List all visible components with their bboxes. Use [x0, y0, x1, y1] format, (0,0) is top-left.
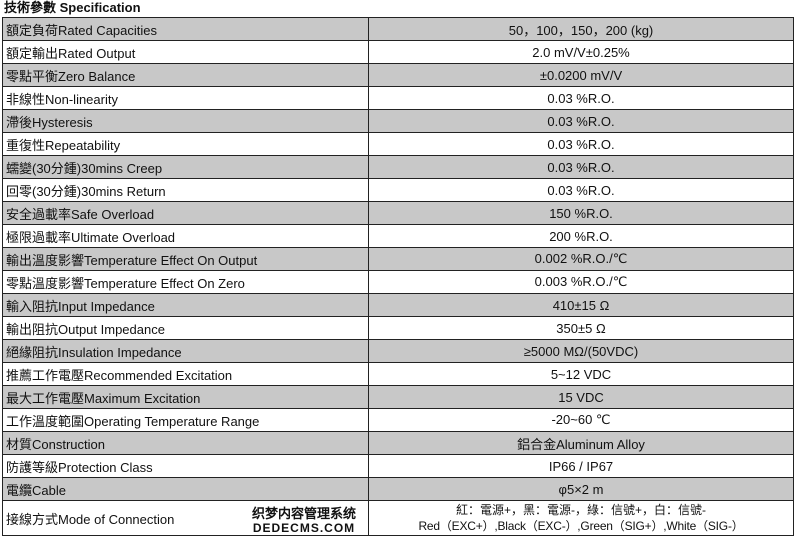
table-row-connection: 接線方式Mode of Connection 紅：電源+，黑：電源-，綠：信號+… [2, 500, 794, 536]
spec-label: 滯後Hysteresis [2, 109, 369, 133]
table-row: 重復性Repeatability 0.03 %R.O. [2, 132, 794, 156]
spec-value: 150 %R.O. [368, 201, 794, 225]
spec-label: 額定負荷Rated Capacities [2, 17, 369, 41]
spec-value: 15 VDC [368, 385, 794, 409]
spec-value: 50，100，150，200 (kg) [368, 17, 794, 41]
spec-value: φ5×2 m [368, 477, 794, 501]
spec-label: 輸出溫度影響Temperature Effect On Output [2, 247, 369, 271]
table-row: 零點溫度影響Temperature Effect On Zero 0.003 %R… [2, 270, 794, 294]
spec-label: 防護等級Protection Class [2, 454, 369, 478]
table-row: 工作溫度範圍Operating Temperature Range -20~60 … [2, 408, 794, 432]
connection-chinese: 紅：電源+，黑：電源-，綠：信號+，白：信號- [455, 503, 706, 517]
spec-label: 回零(30分鍾)30mins Return [2, 178, 369, 202]
table-row: 額定負荷Rated Capacities 50，100，150，200 (kg) [2, 17, 794, 41]
spec-label: 零點溫度影響Temperature Effect On Zero [2, 270, 369, 294]
table-row: 絕緣阻抗Insulation Impedance ≥5000 MΩ/(50VDC) [2, 339, 794, 363]
spec-value: 0.002 %R.O./℃ [368, 247, 794, 271]
spec-value: 2.0 mV/V±0.25% [368, 40, 794, 64]
table-row: 輸出溫度影響Temperature Effect On Output 0.002 … [2, 247, 794, 271]
spec-value: 200 %R.O. [368, 224, 794, 248]
spec-label: 推薦工作電壓Recommended Excitation [2, 362, 369, 386]
spec-label: 材質Construction [2, 431, 369, 455]
watermark-text: 织梦内容管理系统 [251, 506, 356, 521]
spec-value: 0.03 %R.O. [368, 132, 794, 156]
spec-label: 接線方式Mode of Connection [2, 500, 369, 536]
page-title: 技術參數 Specification [4, 0, 141, 15]
spec-value: 0.03 %R.O. [368, 109, 794, 133]
spec-value: 0.03 %R.O. [368, 86, 794, 110]
spec-label: 最大工作電壓Maximum Excitation [2, 385, 369, 409]
table-row: 非線性Non-linearity 0.03 %R.O. [2, 86, 794, 110]
table-row: 額定輸出Rated Output 2.0 mV/V±0.25% [2, 40, 794, 64]
spec-value: 350±5 Ω [368, 316, 794, 340]
spec-value: 紅：電源+，黑：電源-，綠：信號+，白：信號- Red（EXC+）,Black（… [368, 500, 794, 536]
table-row: 最大工作電壓Maximum Excitation 15 VDC [2, 385, 794, 409]
spec-label: 輸出阻抗Output Impedance [2, 316, 369, 340]
spec-value: ±0.0200 mV/V [368, 63, 794, 87]
spec-value: ≥5000 MΩ/(50VDC) [368, 339, 794, 363]
spec-label: 絕緣阻抗Insulation Impedance [2, 339, 369, 363]
table-row: 輸出阻抗Output Impedance 350±5 Ω [2, 316, 794, 340]
table-row: 極限過載率Ultimate Overload 200 %R.O. [2, 224, 794, 248]
table-row: 材質Construction 鋁合金Aluminum Alloy [2, 431, 794, 455]
table-row: 電纜Cable φ5×2 m [2, 477, 794, 501]
table-row: 回零(30分鍾)30mins Return 0.03 %R.O. [2, 178, 794, 202]
table-row: 推薦工作電壓Recommended Excitation 5~12 VDC [2, 362, 794, 386]
spec-label: 重復性Repeatability [2, 132, 369, 156]
spec-label: 電纜Cable [2, 477, 369, 501]
table-row: 輸入阻抗Input Impedance 410±15 Ω [2, 293, 794, 317]
spec-value: 5~12 VDC [368, 362, 794, 386]
table-row: 零點平衡Zero Balance ±0.0200 mV/V [2, 63, 794, 87]
spec-value: IP66 / IP67 [368, 454, 794, 478]
spec-value: 0.03 %R.O. [368, 155, 794, 179]
table-row: 滯後Hysteresis 0.03 %R.O. [2, 109, 794, 133]
watermark-logo: 织梦内容管理系统 DEDECMS.COM [250, 506, 358, 536]
spec-value: -20~60 ℃ [368, 408, 794, 432]
spec-label: 工作溫度範圍Operating Temperature Range [2, 408, 369, 432]
spec-label: 零點平衡Zero Balance [2, 63, 369, 87]
connection-english: Red（EXC+）,Black（EXC-）,Green（SIG+）,White（… [418, 519, 744, 533]
spec-value: 鋁合金Aluminum Alloy [368, 431, 794, 455]
watermark-url: DEDECMS.COM [252, 521, 356, 535]
spec-label: 額定輸出Rated Output [2, 40, 369, 64]
table-row: 安全過載率Safe Overload 150 %R.O. [2, 201, 794, 225]
spec-value: 410±15 Ω [368, 293, 794, 317]
spec-table: 額定負荷Rated Capacities 50，100，150，200 (kg) 額… [2, 17, 794, 536]
spec-label: 輸入阻抗Input Impedance [2, 293, 369, 317]
spec-label: 非線性Non-linearity [2, 86, 369, 110]
spec-label: 蠕變(30分鍾)30mins Creep [2, 155, 369, 179]
spec-value: 0.03 %R.O. [368, 178, 794, 202]
spec-value: 0.003 %R.O./℃ [368, 270, 794, 294]
spec-label: 極限過載率Ultimate Overload [2, 224, 369, 248]
table-row: 蠕變(30分鍾)30mins Creep 0.03 %R.O. [2, 155, 794, 179]
table-row: 防護等級Protection Class IP66 / IP67 [2, 454, 794, 478]
spec-label: 安全過載率Safe Overload [2, 201, 369, 225]
